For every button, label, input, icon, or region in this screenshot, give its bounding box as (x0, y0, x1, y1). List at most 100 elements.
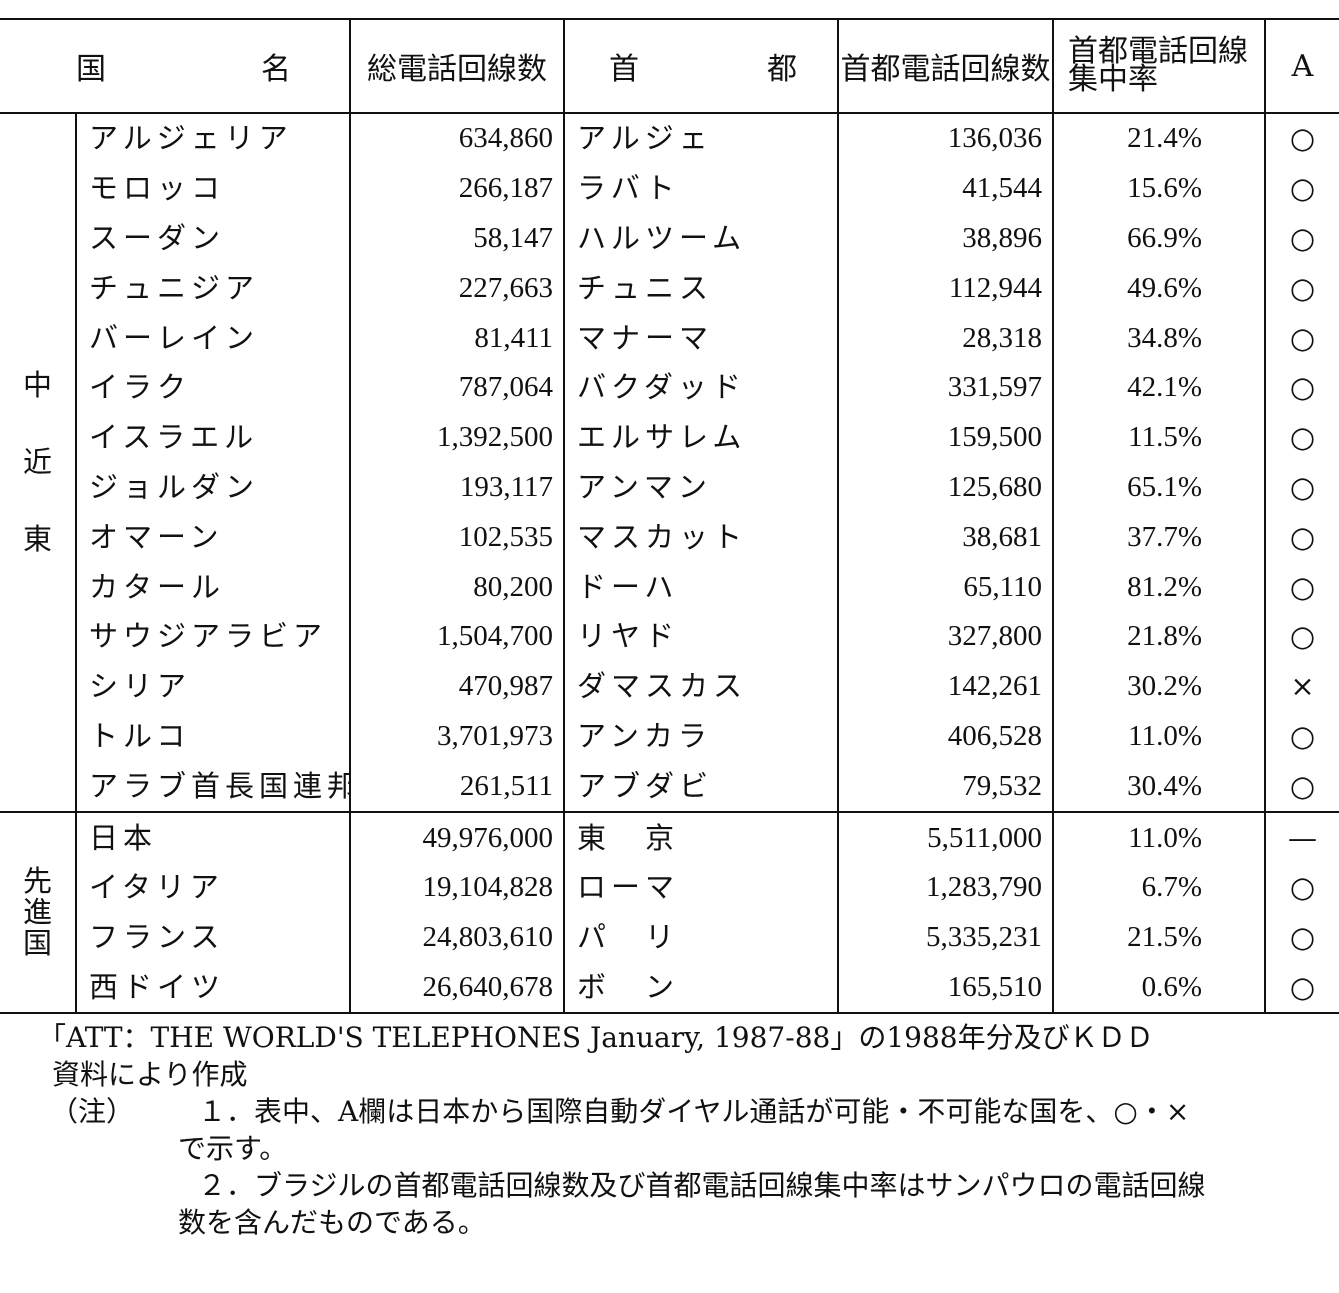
table-row: 中近東アルジェリア 634,860 アルジェ 136,036 21.4% ○ (0, 113, 1339, 813)
a-column-cell: ○ (1289, 270, 1316, 305)
capital-lines-cell: 5,511,000 (838, 811, 1054, 863)
table-row: カタール 80,200 ドーハ 65,110 81.2% ○ (0, 562, 1339, 612)
a-column-cell: ○ (1289, 370, 1316, 405)
header-total-lines: 総電話回線数 (350, 19, 565, 114)
table-row: アラブ首長国連邦 261,511 アブダビ 79,532 30.4% ○ (0, 761, 1339, 813)
region-label-char: 近 (22, 445, 52, 480)
capital-cell: バクダッド (564, 362, 839, 413)
capital-cell: アブダビ (564, 761, 839, 813)
capital-cell: パ リ (564, 912, 839, 963)
notes: 「ATT：THE WORLD'S TELEPHONES January, 198… (0, 1020, 1339, 1242)
capital-cell: マスカット (564, 512, 839, 563)
capital-lines-cell: 38,681 (838, 512, 1054, 563)
total-lines-cell: 227,663 (350, 263, 565, 314)
capital-lines-cell: 41,544 (838, 163, 1054, 214)
concentration-rate-cell: 21.8% (1053, 611, 1266, 662)
country-cell: オマーン (76, 512, 351, 563)
total-lines-cell: 193,117 (350, 462, 565, 513)
note-1: （注） １．表中、A欄は日本から国際自動ダイヤル通話が可能・不可能な国を、○・× (0, 1094, 1339, 1131)
a-column-cell: ○ (1289, 320, 1316, 355)
capital-cell: ラバト (564, 163, 839, 214)
a-column-cell: — (1265, 811, 1339, 863)
table-row: イラク 787,064 バクダッド 331,597 42.1% ○ (0, 362, 1339, 413)
capital-cell: ボ ン (564, 962, 839, 1014)
concentration-rate-cell: 30.2% (1053, 661, 1266, 712)
table-row: スーダン 58,147 ハルツーム 38,896 66.9% ○ (0, 213, 1339, 264)
region-label-char: 東 (22, 522, 52, 557)
total-lines-cell: 261,511 (350, 761, 565, 813)
country-cell: 西ドイツ (76, 962, 351, 1014)
concentration-rate-cell: 11.5% (1053, 412, 1266, 463)
country-cell: フランス (76, 912, 351, 963)
capital-cell: エルサレム (564, 412, 839, 463)
country-cell: イタリア (76, 862, 351, 913)
total-lines-cell: 81,411 (350, 313, 565, 363)
capital-lines-cell: 5,335,231 (838, 912, 1054, 963)
header-concentration-rate: 首都電話回線 集中率 (1053, 19, 1266, 114)
capital-cell: アンカラ (564, 711, 839, 762)
concentration-rate-cell: 81.2% (1053, 562, 1266, 612)
table-row: オマーン 102,535 マスカット 38,681 37.7% ○ (0, 512, 1339, 563)
total-lines-cell: 1,392,500 (350, 412, 565, 463)
capital-lines-cell: 79,532 (838, 761, 1054, 813)
table-row: 先進国日本 49,976,000 東 京 5,511,000 11.0% — (0, 811, 1339, 1014)
capital-lines-cell: 1,283,790 (838, 862, 1054, 913)
a-column-cell: ○ (1289, 220, 1316, 255)
capital-cell: チュニス (564, 263, 839, 314)
table-row: トルコ 3,701,973 アンカラ 406,528 11.0% ○ (0, 711, 1339, 762)
capital-lines-cell: 136,036 (838, 113, 1054, 164)
capital-cell: アルジェ (564, 113, 839, 164)
capital-lines-cell: 38,896 (838, 213, 1054, 264)
source-line: 「ATT：THE WORLD'S TELEPHONES January, 198… (38, 1021, 1154, 1054)
capital-cell: マナーマ (564, 313, 839, 363)
a-column-cell: ○ (1289, 969, 1316, 1004)
table-row: ジョルダン 193,117 アンマン 125,680 65.1% ○ (0, 462, 1339, 513)
total-lines-cell: 1,504,700 (350, 611, 565, 662)
concentration-rate-cell: 15.6% (1053, 163, 1266, 214)
a-column-cell: × (1290, 669, 1315, 704)
table-row: イタリア 19,104,828 ローマ 1,283,790 6.7% ○ (0, 862, 1339, 913)
capital-lines-cell: 112,944 (838, 263, 1054, 314)
a-column-cell: ○ (1289, 420, 1316, 455)
total-lines-cell: 24,803,610 (350, 912, 565, 963)
a-column-cell: ○ (1289, 121, 1316, 156)
capital-cell: アンマン (564, 462, 839, 513)
capital-cell: ハルツーム (564, 213, 839, 264)
total-lines-cell: 26,640,678 (350, 962, 565, 1014)
capital-lines-cell: 165,510 (838, 962, 1054, 1014)
region-label-char: 先 (22, 864, 52, 899)
country-cell: スーダン (76, 213, 351, 264)
a-column-cell: ○ (1289, 619, 1316, 654)
capital-lines-cell: 406,528 (838, 711, 1054, 762)
concentration-rate-cell: 34.8% (1053, 313, 1266, 363)
total-lines-cell: 3,701,973 (350, 711, 565, 762)
total-lines-cell: 102,535 (350, 512, 565, 563)
total-lines-cell: 634,860 (350, 113, 565, 164)
a-column-cell: ○ (1289, 569, 1316, 604)
country-cell: サウジアラビア (76, 611, 351, 662)
total-lines-cell: 19,104,828 (350, 862, 565, 913)
capital-lines-cell: 327,800 (838, 611, 1054, 662)
region-label: 中近東 (0, 113, 77, 813)
a-column-cell: ○ (1289, 920, 1316, 955)
total-lines-cell: 266,187 (350, 163, 565, 214)
capital-lines-cell: 142,261 (838, 661, 1054, 712)
country-cell: モロッコ (76, 163, 351, 214)
concentration-rate-cell: 49.6% (1053, 263, 1266, 314)
capital-cell: ドーハ (564, 562, 839, 612)
a-column-cell: ○ (1289, 519, 1316, 554)
total-lines-cell: 58,147 (350, 213, 565, 264)
concentration-rate-cell: 37.7% (1053, 512, 1266, 563)
concentration-rate-cell: 21.4% (1053, 113, 1266, 164)
concentration-rate-cell: 30.4% (1053, 761, 1266, 813)
concentration-rate-cell: 65.1% (1053, 462, 1266, 513)
capital-lines-cell: 159,500 (838, 412, 1054, 463)
country-cell: トルコ (76, 711, 351, 762)
country-cell: チュニジア (76, 263, 351, 314)
table-body: 中近東アルジェリア 634,860 アルジェ 136,036 21.4% ○ モロッコ 266… (0, 113, 1339, 1014)
header-row: 国 名 総電話回線数 首 都 首都電話回線数 首都電話回線 集中率 A (0, 19, 1339, 114)
concentration-rate-cell: 6.7% (1053, 862, 1266, 913)
table-row: シリア 470,987 ダマスカス 142,261 30.2% × (0, 661, 1339, 712)
concentration-rate-cell: 21.5% (1053, 912, 1266, 963)
country-cell: シリア (76, 661, 351, 712)
